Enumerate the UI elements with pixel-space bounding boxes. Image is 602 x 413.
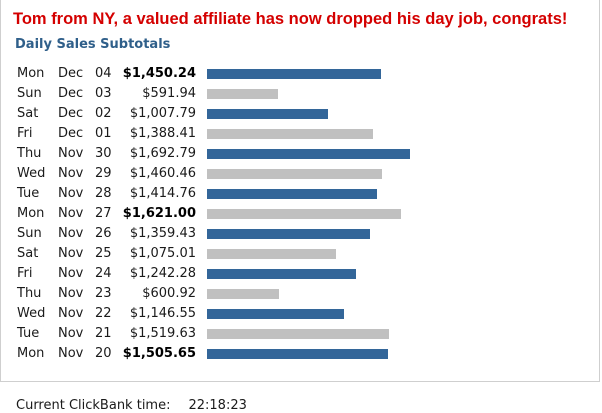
row-day: Sat (17, 106, 38, 122)
row-month: Nov (58, 286, 83, 302)
row-amount: $1,075.01 (130, 246, 196, 262)
row-month: Nov (58, 266, 83, 282)
sales-bar (207, 129, 373, 139)
row-date: 20 (95, 346, 112, 362)
row-date: 30 (95, 146, 112, 162)
row-date: 03 (95, 86, 112, 102)
row-day: Fri (17, 266, 33, 282)
row-amount: $1,621.00 (123, 206, 196, 222)
sales-bar (207, 189, 377, 199)
row-day: Sun (17, 226, 42, 242)
row-month: Nov (58, 326, 83, 342)
sales-row: Sat Dec 02 $1,007.79 (1, 104, 601, 124)
row-day: Fri (17, 126, 33, 142)
row-month: Dec (58, 86, 83, 102)
clickbank-time-value: 22:18:23 (188, 398, 246, 413)
sales-row: Wed Nov 22 $1,146.55 (1, 304, 601, 324)
sales-row: Tue Nov 21 $1,519.63 (1, 324, 601, 344)
sales-bar (207, 349, 388, 359)
sales-bar (207, 69, 381, 79)
sales-row: Sun Nov 26 $1,359.43 (1, 224, 601, 244)
sales-row: Fri Nov 24 $1,242.28 (1, 264, 601, 284)
sales-bar (207, 229, 370, 239)
sales-bar (207, 289, 279, 299)
sales-bar (207, 269, 356, 279)
row-amount: $1,359.43 (130, 226, 196, 242)
row-day: Wed (17, 306, 45, 322)
sales-bar (207, 249, 336, 259)
row-amount: $1,388.41 (130, 126, 196, 142)
sales-bar (207, 169, 382, 179)
row-day: Mon (17, 66, 44, 82)
row-month: Nov (58, 226, 83, 242)
row-date: 21 (95, 326, 112, 342)
row-amount: $1,505.65 (123, 346, 196, 362)
sales-row: Sun Dec 03 $591.94 (1, 84, 601, 104)
row-amount: $1,460.46 (130, 166, 196, 182)
sales-row: Sat Nov 25 $1,075.01 (1, 244, 601, 264)
sales-row: Fri Dec 01 $1,388.41 (1, 124, 601, 144)
row-month: Dec (58, 106, 83, 122)
row-month: Nov (58, 206, 83, 222)
row-date: 28 (95, 186, 112, 202)
row-amount: $1,242.28 (130, 266, 196, 282)
sales-row: Mon Dec 04 $1,450.24 (1, 64, 601, 84)
row-month: Nov (58, 246, 83, 262)
row-amount: $600.92 (142, 286, 196, 302)
sales-row: Mon Nov 27 $1,621.00 (1, 204, 601, 224)
row-month: Dec (58, 126, 83, 142)
sales-row: Mon Nov 20 $1,505.65 (1, 344, 601, 364)
row-date: 23 (95, 286, 112, 302)
row-day: Thu (17, 286, 41, 302)
row-amount: $1,414.76 (130, 186, 196, 202)
clickbank-time-label: Current ClickBank time: (16, 398, 170, 413)
row-amount: $1,007.79 (130, 106, 196, 122)
row-date: 24 (95, 266, 112, 282)
sales-bar (207, 309, 344, 319)
row-amount: $1,692.79 (130, 146, 196, 162)
row-amount: $591.94 (142, 86, 196, 102)
row-day: Wed (17, 166, 45, 182)
row-date: 26 (95, 226, 112, 242)
sales-bar (207, 109, 328, 119)
row-day: Mon (17, 346, 44, 362)
row-month: Nov (58, 146, 83, 162)
row-day: Tue (17, 186, 39, 202)
row-day: Sat (17, 246, 38, 262)
headline-announcement: Tom from NY, a valued affiliate has now … (13, 10, 567, 29)
section-title: Daily Sales Subtotals (15, 37, 170, 52)
sales-panel: Tom from NY, a valued affiliate has now … (0, 0, 600, 382)
row-day: Thu (17, 146, 41, 162)
sales-bar (207, 89, 278, 99)
sales-bar (207, 329, 389, 339)
sales-row: Wed Nov 29 $1,460.46 (1, 164, 601, 184)
row-amount: $1,450.24 (123, 66, 196, 82)
row-date: 02 (95, 106, 112, 122)
sales-bar (207, 149, 410, 159)
sales-bar (207, 209, 401, 219)
row-day: Mon (17, 206, 44, 222)
sales-row: Thu Nov 30 $1,692.79 (1, 144, 601, 164)
row-date: 04 (95, 66, 112, 82)
row-month: Nov (58, 166, 83, 182)
row-month: Nov (58, 186, 83, 202)
row-day: Tue (17, 326, 39, 342)
sales-row: Tue Nov 28 $1,414.76 (1, 184, 601, 204)
row-month: Dec (58, 66, 83, 82)
row-amount: $1,146.55 (130, 306, 196, 322)
clickbank-time: Current ClickBank time: 22:18:23 (16, 398, 247, 413)
daily-sales-list: Mon Dec 04 $1,450.24 Sun Dec 03 $591.94 Sat Dec 02… (1, 64, 601, 364)
row-date: 25 (95, 246, 112, 262)
row-date: 29 (95, 166, 112, 182)
row-day: Sun (17, 86, 42, 102)
row-month: Nov (58, 346, 83, 362)
row-date: 22 (95, 306, 112, 322)
row-date: 01 (95, 126, 112, 142)
row-month: Nov (58, 306, 83, 322)
row-amount: $1,519.63 (130, 326, 196, 342)
sales-row: Thu Nov 23 $600.92 (1, 284, 601, 304)
row-date: 27 (95, 206, 112, 222)
